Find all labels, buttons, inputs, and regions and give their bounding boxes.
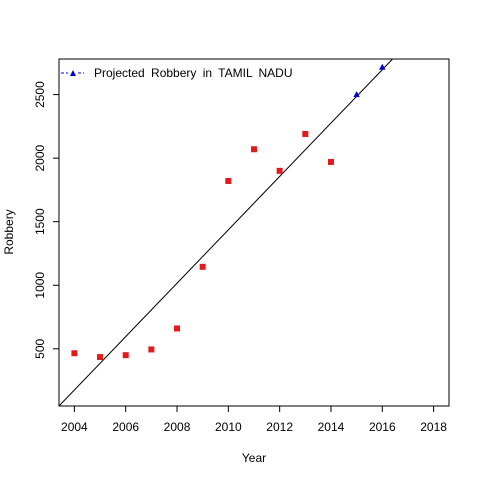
x-tick-label: 2018 [420,420,447,434]
legend-triangle-marker [70,70,76,76]
observed-point [302,130,309,137]
x-tick-label: 2008 [164,420,191,434]
observed-point [251,146,257,153]
projected-point [379,63,386,70]
legend: Projected Robbery in TAMIL NADU [61,66,293,80]
x-axis: 2004 2006 2008 2010 2012 2014 2016 2018 [61,406,447,434]
y-tick-label: 500 [33,338,47,358]
y-tick-label: 1000 [33,272,47,299]
trend-line [59,59,393,406]
y-tick-label: 1500 [33,208,47,235]
x-tick-label: 2012 [266,420,293,434]
x-tick-label: 2004 [61,420,88,434]
x-tick-label: 2010 [215,420,242,434]
observed-point [97,354,104,361]
observed-point [122,352,129,359]
x-tick-label: 2006 [112,420,139,434]
legend-label: Projected Robbery in TAMIL NADU [94,66,293,80]
observed-point [148,346,155,353]
x-axis-label: Year [242,451,266,465]
observed-point [71,350,78,357]
projected-point [353,91,360,98]
y-axis: 500 1000 1500 2000 2500 [33,81,59,359]
observed-point [225,178,232,185]
observed-point [199,263,206,270]
x-tick-label: 2016 [369,420,396,434]
y-tick-label: 2500 [33,81,47,108]
observed-point [174,325,181,332]
plot-frame [58,58,450,407]
observed-point [327,158,334,165]
plot-area [59,59,393,406]
x-tick-label: 2014 [318,420,345,434]
observed-point [276,167,283,174]
y-tick-label: 2000 [33,144,47,171]
y-axis-label: Robbery [2,209,16,254]
